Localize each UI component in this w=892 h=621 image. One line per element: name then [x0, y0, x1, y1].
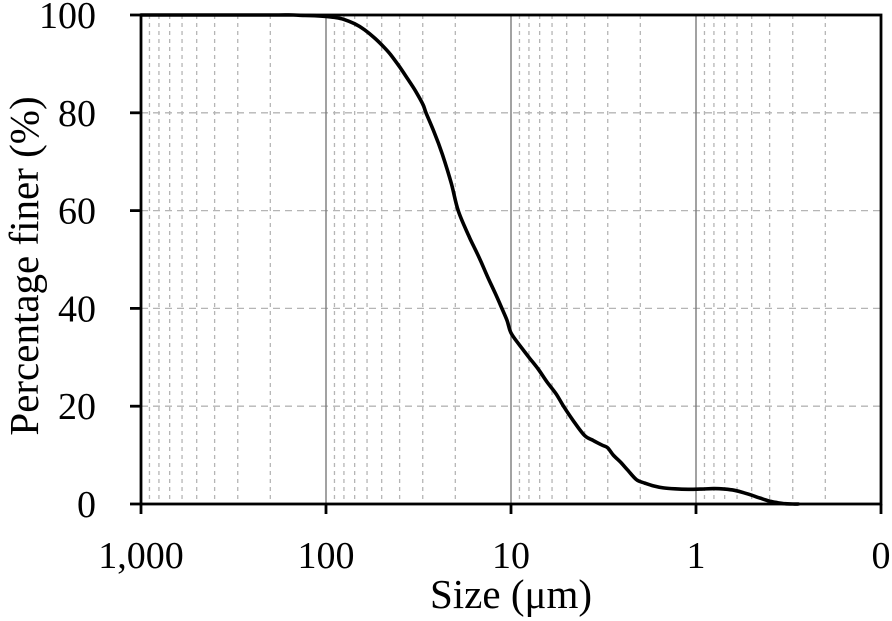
axis-ticks	[130, 13, 883, 514]
x-tick-labels: 1,000 100 10 1 0	[98, 535, 890, 577]
x-tick-label: 1	[687, 535, 706, 577]
x-tick-label: 100	[298, 535, 355, 577]
y-tick-label: 60	[58, 191, 96, 233]
y-tick-label: 80	[58, 93, 96, 135]
x-tick-label: 0	[872, 535, 891, 577]
distribution-curve	[139, 13, 801, 506]
x-axis-title: Size (μm)	[430, 571, 592, 617]
y-tick-label: 100	[39, 0, 96, 37]
x-tick-label: 10	[492, 535, 530, 577]
major-gridlines	[325, 15, 697, 504]
x-tick-label: 1,000	[98, 535, 184, 577]
horizontal-gridlines	[141, 112, 881, 407]
y-tick-label: 40	[58, 288, 96, 330]
y-tick-label: 0	[77, 484, 96, 526]
y-axis-title: Percentage finer (%)	[1, 96, 47, 435]
y-tick-label: 20	[58, 386, 96, 428]
minor-gridlines	[148, 15, 826, 504]
y-tick-labels: 100 80 60 40 20 0	[39, 0, 96, 526]
